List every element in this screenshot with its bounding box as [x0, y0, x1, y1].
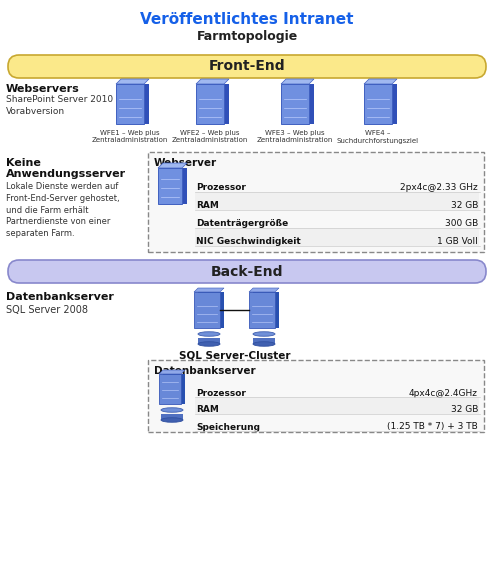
Text: Datenbankserver: Datenbankserver [154, 366, 255, 376]
Ellipse shape [198, 342, 220, 346]
FancyBboxPatch shape [148, 360, 484, 432]
Text: RAM: RAM [196, 201, 219, 210]
FancyBboxPatch shape [159, 374, 181, 404]
Text: Prozessor: Prozessor [196, 183, 246, 193]
Text: WFE2 – Web plus
Zentraladministration: WFE2 – Web plus Zentraladministration [172, 130, 248, 144]
Text: Webservers: Webservers [6, 84, 80, 94]
FancyBboxPatch shape [249, 292, 275, 328]
Text: WFE1 – Web plus
Zentraladministration: WFE1 – Web plus Zentraladministration [92, 130, 168, 144]
Text: SQL Server-Cluster: SQL Server-Cluster [179, 350, 291, 360]
FancyBboxPatch shape [161, 414, 183, 420]
Text: (1.25 TB * 7) + 3 TB: (1.25 TB * 7) + 3 TB [387, 423, 478, 431]
Text: 2px4c@2.33 GHz: 2px4c@2.33 GHz [400, 183, 478, 193]
FancyBboxPatch shape [163, 168, 187, 204]
Text: Veröffentlichtes Intranet: Veröffentlichtes Intranet [140, 12, 354, 27]
Ellipse shape [198, 332, 220, 336]
FancyBboxPatch shape [195, 397, 479, 414]
Polygon shape [281, 79, 314, 84]
Text: WFE3 – Web plus
Zentraladministration: WFE3 – Web plus Zentraladministration [257, 130, 333, 144]
Text: Keine: Keine [6, 158, 41, 168]
Text: Lokale Dienste werden auf
Front-End-Server gehostet,
und die Farm erhält
Partner: Lokale Dienste werden auf Front-End-Serv… [6, 182, 120, 238]
FancyBboxPatch shape [195, 192, 479, 210]
FancyBboxPatch shape [253, 292, 279, 328]
FancyBboxPatch shape [198, 338, 220, 344]
Text: SQL Server 2008: SQL Server 2008 [6, 305, 88, 315]
FancyBboxPatch shape [148, 152, 484, 252]
Text: Webserver: Webserver [154, 158, 217, 168]
Polygon shape [158, 163, 187, 168]
FancyBboxPatch shape [163, 374, 185, 404]
Polygon shape [116, 79, 149, 84]
Text: WFE4 –
Suchdurchforstungsziel: WFE4 – Suchdurchforstungsziel [337, 130, 419, 144]
Text: Speicherung: Speicherung [196, 423, 260, 431]
FancyBboxPatch shape [8, 260, 486, 283]
FancyBboxPatch shape [158, 168, 182, 204]
FancyBboxPatch shape [201, 84, 229, 124]
FancyBboxPatch shape [196, 84, 224, 124]
Text: 4px4c@2.4GHz: 4px4c@2.4GHz [409, 389, 478, 397]
FancyBboxPatch shape [194, 292, 220, 328]
Polygon shape [159, 370, 185, 374]
Ellipse shape [161, 418, 183, 422]
FancyBboxPatch shape [116, 84, 144, 124]
Polygon shape [196, 79, 229, 84]
Ellipse shape [253, 342, 275, 346]
FancyBboxPatch shape [195, 228, 479, 246]
Polygon shape [194, 288, 224, 292]
Text: Back-End: Back-End [211, 264, 283, 278]
Polygon shape [249, 288, 279, 292]
Ellipse shape [161, 408, 183, 412]
Text: Prozessor: Prozessor [196, 389, 246, 397]
FancyBboxPatch shape [364, 84, 392, 124]
Text: Datenbankserver: Datenbankserver [6, 292, 114, 302]
FancyBboxPatch shape [8, 55, 486, 78]
Text: 300 GB: 300 GB [445, 220, 478, 228]
Polygon shape [364, 79, 397, 84]
Text: 32 GB: 32 GB [451, 201, 478, 210]
FancyBboxPatch shape [121, 84, 149, 124]
Text: 32 GB: 32 GB [451, 405, 478, 415]
Text: Farmtopologie: Farmtopologie [197, 30, 297, 43]
Text: RAM: RAM [196, 405, 219, 415]
FancyBboxPatch shape [253, 338, 275, 344]
Text: Anwendungsserver: Anwendungsserver [6, 169, 126, 179]
Text: SharePoint Server 2010
Vorabversion: SharePoint Server 2010 Vorabversion [6, 95, 113, 116]
Text: 1 GB Voll: 1 GB Voll [437, 237, 478, 247]
FancyBboxPatch shape [198, 292, 224, 328]
Text: Front-End: Front-End [208, 59, 286, 74]
FancyBboxPatch shape [281, 84, 309, 124]
Text: Datenträgergröße: Datenträgergröße [196, 220, 288, 228]
Ellipse shape [253, 332, 275, 336]
FancyBboxPatch shape [286, 84, 314, 124]
FancyBboxPatch shape [369, 84, 397, 124]
Text: NIC Geschwindigkeit: NIC Geschwindigkeit [196, 237, 301, 247]
